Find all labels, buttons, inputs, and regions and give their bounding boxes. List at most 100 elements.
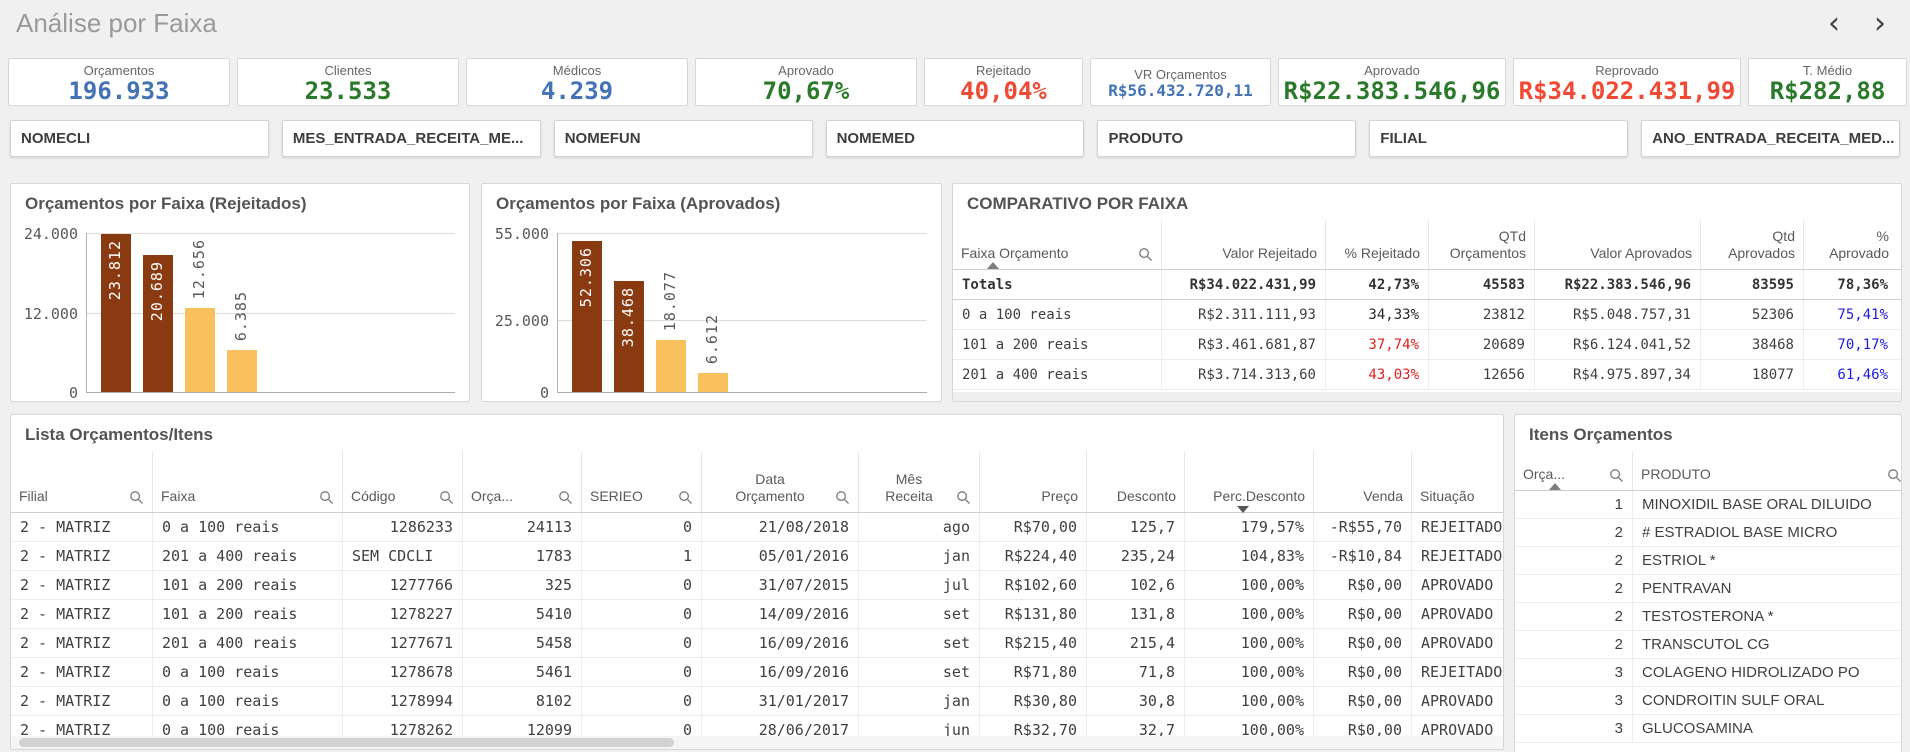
table-cell[interactable]: 1278678 — [342, 658, 462, 686]
filter-nomecli[interactable]: NOMECLI — [10, 120, 269, 157]
next-sheet-icon[interactable]: › — [1864, 8, 1896, 40]
table-row[interactable]: 2 - MATRIZ 0 a 100 reais 1278678 5461 0 16/09… — [11, 658, 1503, 687]
table-cell[interactable]: 21/08/2018 — [701, 513, 858, 541]
table-cell[interactable]: ago — [858, 513, 979, 541]
table-cell[interactable]: COLAGENO HIDROLIZADO PO — [1632, 659, 1901, 686]
filter-nomefun[interactable]: NOMEFUN — [553, 120, 813, 157]
column-header-filial[interactable]: Filial — [11, 451, 152, 512]
search-icon[interactable] — [1887, 468, 1901, 483]
table-cell[interactable]: 325 — [462, 571, 581, 599]
bar[interactable] — [614, 281, 644, 392]
table-cell[interactable]: 2 — [1614, 580, 1623, 597]
table-cell[interactable]: 1783 — [462, 542, 581, 570]
search-icon[interactable] — [1138, 247, 1153, 262]
table-cell[interactable]: 2 - MATRIZ — [20, 576, 111, 594]
table-cell[interactable]: 1277671 — [342, 629, 462, 657]
table-cell[interactable]: 0 — [581, 716, 701, 744]
table-cell[interactable]: 16/09/2016 — [701, 658, 858, 686]
table-cell[interactable]: R$0,00 — [1313, 600, 1411, 628]
table-cell[interactable]: 0 — [581, 658, 701, 686]
search-icon[interactable] — [558, 490, 573, 505]
table-cell[interactable]: R$0,00 — [1313, 629, 1411, 657]
table-cell[interactable]: 70,17% — [1803, 330, 1897, 359]
column-header-or-a-[interactable]: Orça... — [462, 451, 581, 512]
table-cell[interactable]: 45583 — [1428, 270, 1534, 299]
column-header-perc-desconto[interactable]: Perc.Desconto — [1184, 451, 1313, 513]
table-cell[interactable]: 1286233 — [342, 513, 462, 541]
column-header-c-digo[interactable]: Código — [342, 451, 462, 512]
table-cell[interactable]: 0 a 100 reais — [962, 306, 1072, 323]
bar[interactable] — [101, 234, 131, 392]
table-cell[interactable]: SEM CDCLI — [342, 542, 462, 570]
table-cell[interactable]: 100,00% — [1184, 687, 1313, 715]
table-cell[interactable]: R$0,00 — [1313, 687, 1411, 715]
table-cell[interactable]: REJEITADO — [1411, 658, 1503, 686]
table-cell[interactable]: 0 — [581, 600, 701, 628]
column-header-qtd-aprovados[interactable]: Qtd Aprovados — [1700, 220, 1803, 269]
table-cell[interactable]: 1 — [1614, 496, 1623, 513]
table-cell[interactable]: R$34.022.431,99 — [1161, 270, 1325, 299]
table-cell[interactable]: 78,36% — [1803, 270, 1897, 299]
table-cell[interactable]: 37,74% — [1325, 330, 1428, 359]
table-cell[interactable]: 18077 — [1700, 360, 1803, 389]
table-cell[interactable]: R$224,40 — [979, 542, 1086, 570]
bar[interactable] — [143, 255, 173, 392]
table-cell[interactable]: APROVADO — [1411, 600, 1503, 628]
table-cell[interactable]: 71,8 — [1086, 658, 1184, 686]
column-header-qtd-or-amentos[interactable]: QTd Orçamentos — [1428, 220, 1534, 269]
table-cell[interactable]: set — [858, 629, 979, 657]
table-cell[interactable]: 0 — [581, 629, 701, 657]
table-cell[interactable]: jul — [858, 571, 979, 599]
column-header-or-a-[interactable]: Orça... — [1515, 451, 1632, 490]
table-row[interactable]: 201 a 400 reais R$3.714.313,60 43,03% 12656… — [953, 360, 1901, 390]
table-cell[interactable]: 0 a 100 reais — [152, 513, 342, 541]
column-header-serieo[interactable]: SERIEO — [581, 451, 701, 512]
bar[interactable] — [698, 373, 728, 392]
table-cell[interactable]: 3 — [1614, 692, 1623, 709]
table-cell[interactable]: TRANSCUTOL CG — [1632, 631, 1901, 658]
table-cell[interactable]: 0 — [581, 687, 701, 715]
table-cell[interactable]: -R$55,70 — [1313, 513, 1411, 541]
table-cell[interactable]: APROVADO — [1411, 571, 1503, 599]
table-cell[interactable]: 31/01/2017 — [701, 687, 858, 715]
table-cell[interactable]: 42,73% — [1325, 270, 1428, 299]
table-cell[interactable]: 2 - MATRIZ — [20, 663, 111, 681]
table-cell[interactable]: 2 - MATRIZ — [20, 634, 111, 652]
table-cell[interactable]: 1277766 — [342, 571, 462, 599]
table-cell[interactable]: TESTOSTERONA * — [1632, 603, 1901, 630]
table-row[interactable]: 2 TRANSCUTOL CG — [1515, 631, 1901, 659]
table-cell[interactable]: R$4.975.897,34 — [1534, 360, 1700, 389]
table-cell[interactable]: 179,57% — [1184, 513, 1313, 541]
bar[interactable] — [185, 308, 215, 392]
table-cell[interactable]: R$32,70 — [979, 716, 1086, 744]
bar[interactable] — [572, 241, 602, 392]
table-cell[interactable]: CONDROITIN SULF ORAL — [1632, 687, 1901, 714]
table-cell[interactable]: 100,00% — [1184, 600, 1313, 628]
table-cell[interactable]: 235,24 — [1086, 542, 1184, 570]
column-header-valor-aprovados[interactable]: Valor Aprovados — [1534, 220, 1700, 269]
table-cell[interactable]: GLUCOSAMINA — [1632, 715, 1901, 742]
table-row[interactable]: 1 MINOXIDIL BASE ORAL DILUIDO — [1515, 491, 1901, 519]
search-icon[interactable] — [319, 490, 334, 505]
table-cell[interactable]: 2 - MATRIZ — [20, 518, 111, 536]
table-cell[interactable]: 1278227 — [342, 600, 462, 628]
table-cell[interactable]: R$5.048.757,31 — [1534, 300, 1700, 329]
table-cell[interactable]: 61,46% — [1803, 360, 1897, 389]
table-row[interactable]: 2 - MATRIZ 201 a 400 reais 1277671 5458 0 16/… — [11, 629, 1503, 658]
table-cell[interactable]: REJEITADO — [1411, 542, 1503, 570]
table-cell[interactable]: 2 - MATRIZ — [20, 692, 111, 710]
column-header--rejeitado[interactable]: % Rejeitado — [1325, 220, 1428, 269]
table-cell[interactable]: 0 a 100 reais — [152, 687, 342, 715]
table-row[interactable]: 2 - MATRIZ 201 a 400 reais SEM CDCLI 1783 1 0… — [11, 542, 1503, 571]
table-cell[interactable]: 100,00% — [1184, 571, 1313, 599]
table-cell[interactable]: PENTRAVAN — [1632, 575, 1901, 602]
table-cell[interactable]: 0 a 100 reais — [152, 716, 342, 744]
table-cell[interactable]: 12099 — [462, 716, 581, 744]
table-cell[interactable]: 125,7 — [1086, 513, 1184, 541]
table-cell[interactable]: 2 — [1614, 524, 1623, 541]
table-cell[interactable]: 3 — [1614, 720, 1623, 737]
filter-nomemed[interactable]: NOMEMED — [825, 120, 1085, 157]
table-row[interactable]: 2 - MATRIZ 0 a 100 reais 1278262 12099 0 28/0… — [11, 716, 1503, 745]
table-cell[interactable]: 104,83% — [1184, 542, 1313, 570]
table-row[interactable]: 2 ESTRIOL * — [1515, 547, 1901, 575]
